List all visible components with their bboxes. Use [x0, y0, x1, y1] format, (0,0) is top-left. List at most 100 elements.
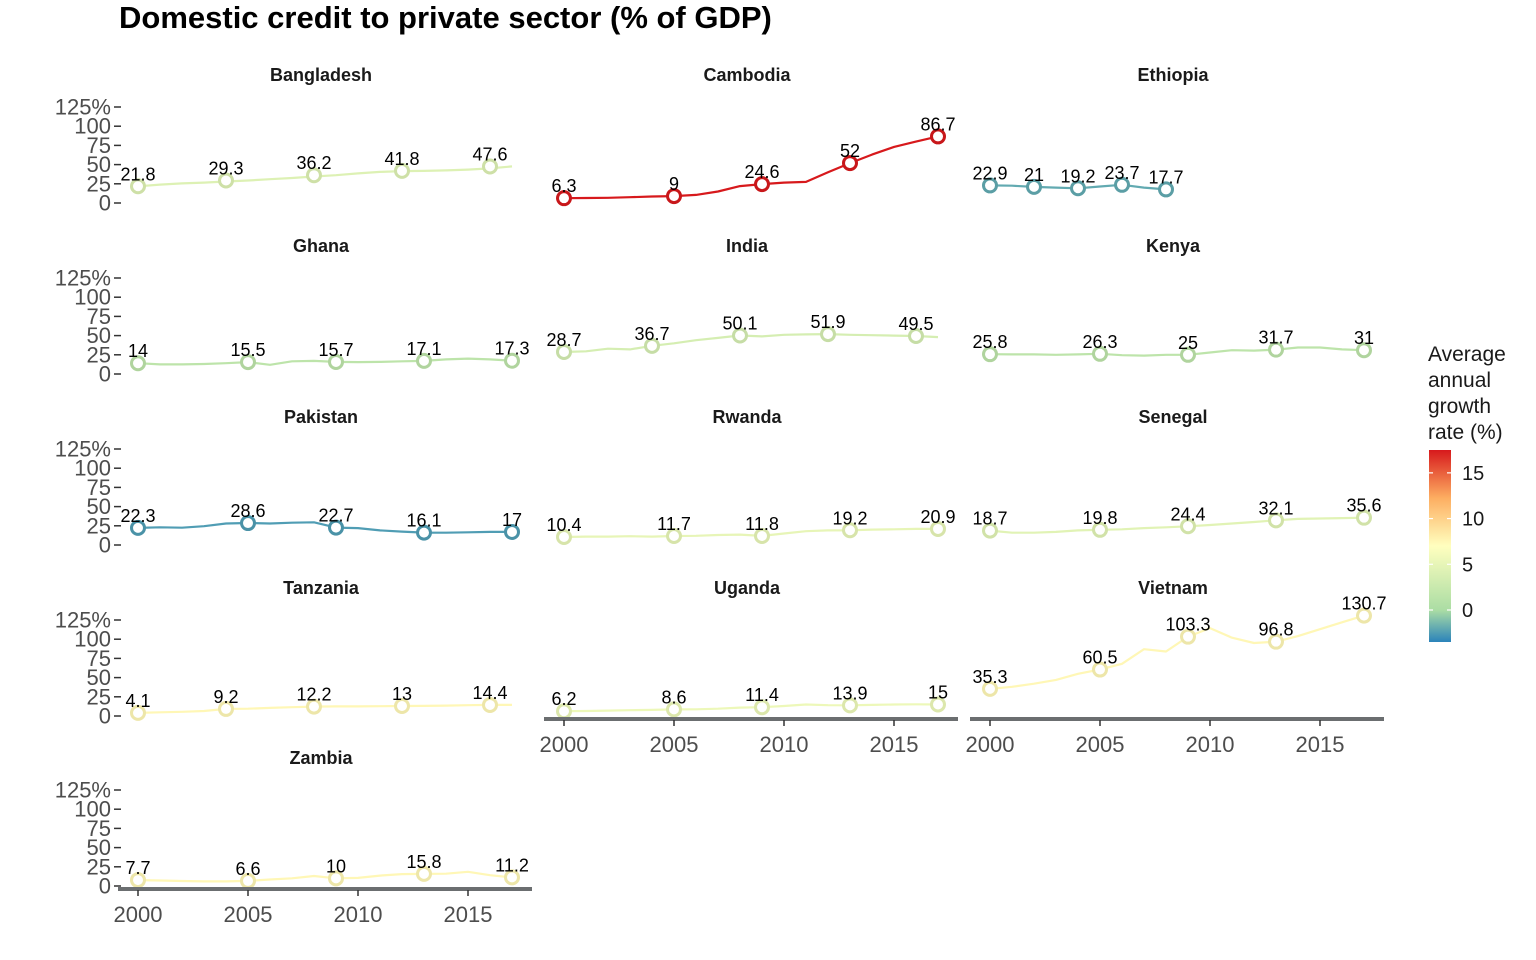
y-tick-label: 75 [87, 475, 111, 500]
data-point [1356, 342, 1372, 359]
data-label: 14 [128, 341, 148, 361]
data-point [754, 699, 770, 716]
data-label: 96.8 [1258, 620, 1293, 640]
x-tick-label: 2005 [224, 902, 273, 927]
x-axis: 2000 2005 2010 2015 [966, 717, 1384, 757]
panel-title: Bangladesh [270, 65, 372, 85]
data-label: 15.5 [230, 340, 265, 360]
y-tick-label: 50 [87, 835, 111, 860]
data-label: 17 [502, 510, 522, 530]
data-point [982, 522, 998, 539]
legend-tick-label: 10 [1462, 509, 1484, 531]
data-point [240, 354, 256, 371]
data-label: 49.5 [898, 314, 933, 334]
data-label: 22.3 [120, 506, 155, 526]
data-label: 52 [840, 141, 860, 161]
data-label: 23.7 [1104, 163, 1139, 183]
series-line [989, 346, 1365, 357]
y-tick-label: 0 [99, 874, 111, 899]
data-point [394, 162, 410, 179]
data-point [1268, 512, 1284, 529]
data-label: 17.1 [406, 339, 441, 359]
data-label: 9.2 [213, 687, 238, 707]
data-label: 4.1 [125, 691, 150, 711]
data-point [732, 327, 748, 344]
data-label: 22.7 [318, 506, 353, 526]
color-legend: Average annual growth rate (%) 0 5 10 15 [1428, 343, 1506, 642]
panel-cambodia: Cambodia 6.3 9 24.6 52 86.7 [551, 65, 956, 207]
data-point [666, 528, 682, 545]
x-tick-label: 2015 [444, 902, 493, 927]
panel-india: India 28.7 36.7 50.1 51.9 49.5 [546, 236, 939, 360]
x-tick-label: 2000 [540, 732, 589, 757]
data-point [306, 167, 322, 184]
data-label: 10.4 [546, 515, 581, 535]
y-tick-label: 75 [87, 816, 111, 841]
data-point [820, 326, 836, 343]
data-point [1356, 607, 1372, 624]
data-label: 31 [1354, 328, 1374, 348]
data-point [328, 353, 344, 370]
y-tick-label: 50 [87, 152, 111, 177]
panel-ethiopia: Ethiopia 22.9 21 19.2 23.7 17.7 [972, 65, 1210, 198]
data-label: 18.7 [972, 509, 1007, 529]
data-label: 11.2 [495, 855, 529, 875]
data-point [130, 355, 146, 372]
panel-title: Vietnam [1138, 578, 1208, 598]
series-line [563, 527, 938, 539]
panel-uganda: Uganda 6.2 8.6 11.4 13.9 15 2000 2005 2010 2015 [540, 578, 958, 757]
data-label: 11.8 [745, 514, 779, 534]
data-label: 36.2 [296, 153, 331, 173]
x-tick-label: 2000 [114, 902, 163, 927]
data-label: 15 [928, 682, 948, 702]
data-point [930, 520, 946, 537]
y-tick-label: 0 [99, 191, 111, 216]
data-label: 86.7 [920, 114, 955, 134]
y-tick-label: 25 [87, 684, 111, 709]
data-label: 8.6 [661, 687, 686, 707]
panel-title: Uganda [714, 578, 781, 598]
data-label: 13.9 [832, 683, 867, 703]
data-point [482, 696, 498, 713]
legend-title-line: annual [1428, 369, 1491, 392]
data-point [556, 190, 572, 207]
panel-title: Senegal [1138, 407, 1207, 427]
data-label: 7.7 [125, 858, 150, 878]
y-tick-label: 125% [55, 608, 111, 633]
panel-title: Cambodia [703, 65, 791, 85]
data-point [130, 178, 146, 195]
data-point [416, 865, 432, 882]
data-label: 24.6 [744, 162, 779, 182]
panel-title: Rwanda [712, 407, 782, 427]
legend-tick-label: 15 [1462, 463, 1484, 485]
y-tick-label: 75 [87, 133, 111, 158]
data-point [130, 704, 146, 721]
series-line [563, 703, 939, 713]
data-label: 26.3 [1082, 332, 1117, 352]
data-label: 10 [326, 856, 346, 876]
data-label: 41.8 [384, 149, 419, 169]
y-tick-label: 75 [87, 304, 111, 329]
data-label: 35.6 [1346, 496, 1381, 516]
series-line [563, 333, 939, 354]
data-point [1268, 341, 1284, 358]
x-tick-label: 2005 [650, 732, 699, 757]
series-line [137, 521, 512, 534]
data-point [328, 519, 344, 536]
data-label: 25 [1178, 333, 1198, 353]
data-point [328, 870, 344, 887]
y-tick-label: 100 [74, 797, 111, 822]
data-point [504, 869, 520, 886]
panel-vietnam: Vietnam 35.3 60.5 103.3 96.8 130.7 2000 2005 201… [966, 578, 1387, 757]
data-label: 130.7 [1341, 594, 1386, 614]
panel-rwanda: Rwanda 10.4 11.7 11.8 19.2 20.9 [546, 407, 956, 546]
data-point [1026, 178, 1042, 195]
panel-title: Ethiopia [1138, 65, 1210, 85]
x-tick-label: 2010 [760, 732, 809, 757]
